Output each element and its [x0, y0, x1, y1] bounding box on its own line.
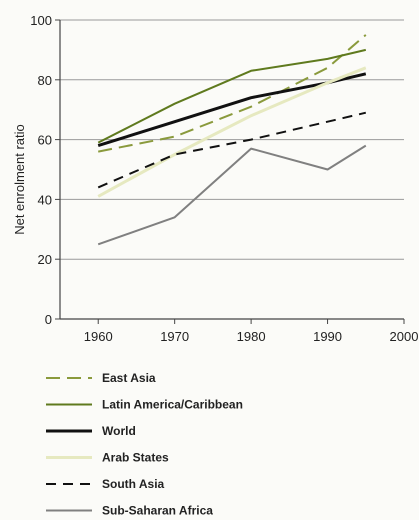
legend-label-5: Sub-Saharan Africa: [102, 504, 213, 518]
x-tick-labels: 1960 1970 1980 1990 2000: [84, 319, 419, 344]
y-tick-label-100: 100: [30, 13, 52, 28]
series-lines: [97, 34, 367, 246]
y-tick-label-60: 60: [38, 133, 52, 148]
series-line-3: [97, 66, 367, 198]
series-line-1: [97, 48, 367, 144]
legend-label-4: South Asia: [102, 477, 165, 491]
x-tick-label-1960: 1960: [84, 329, 113, 344]
x-tick-label-1990: 1990: [313, 329, 342, 344]
y-tick-label-0: 0: [45, 312, 52, 327]
gridlines: [60, 19, 404, 260]
y-tick-label-20: 20: [38, 252, 52, 267]
x-tick-label-1980: 1980: [237, 329, 266, 344]
legend-label-2: World: [102, 424, 136, 438]
legend-label-3: Arab States: [102, 451, 169, 465]
y-axis-title: Net enrolment ratio: [12, 124, 27, 235]
y-tick-label-80: 80: [38, 73, 52, 88]
series-line-2: [97, 72, 367, 148]
y-tick-labels: 0 20 40 60 80 100: [30, 13, 60, 327]
legend-label-0: East Asia: [102, 371, 156, 385]
axes: [59, 20, 404, 320]
series-line-5: [97, 144, 367, 246]
legend-label-1: Latin America/Caribbean: [102, 398, 243, 412]
y-tick-label-40: 40: [38, 192, 52, 207]
x-tick-label-2000: 2000: [390, 329, 419, 344]
legend: East Asia Latin America/Caribbean World Ara…: [46, 371, 243, 518]
series-line-4: [97, 111, 367, 189]
x-tick-label-1970: 1970: [160, 329, 189, 344]
